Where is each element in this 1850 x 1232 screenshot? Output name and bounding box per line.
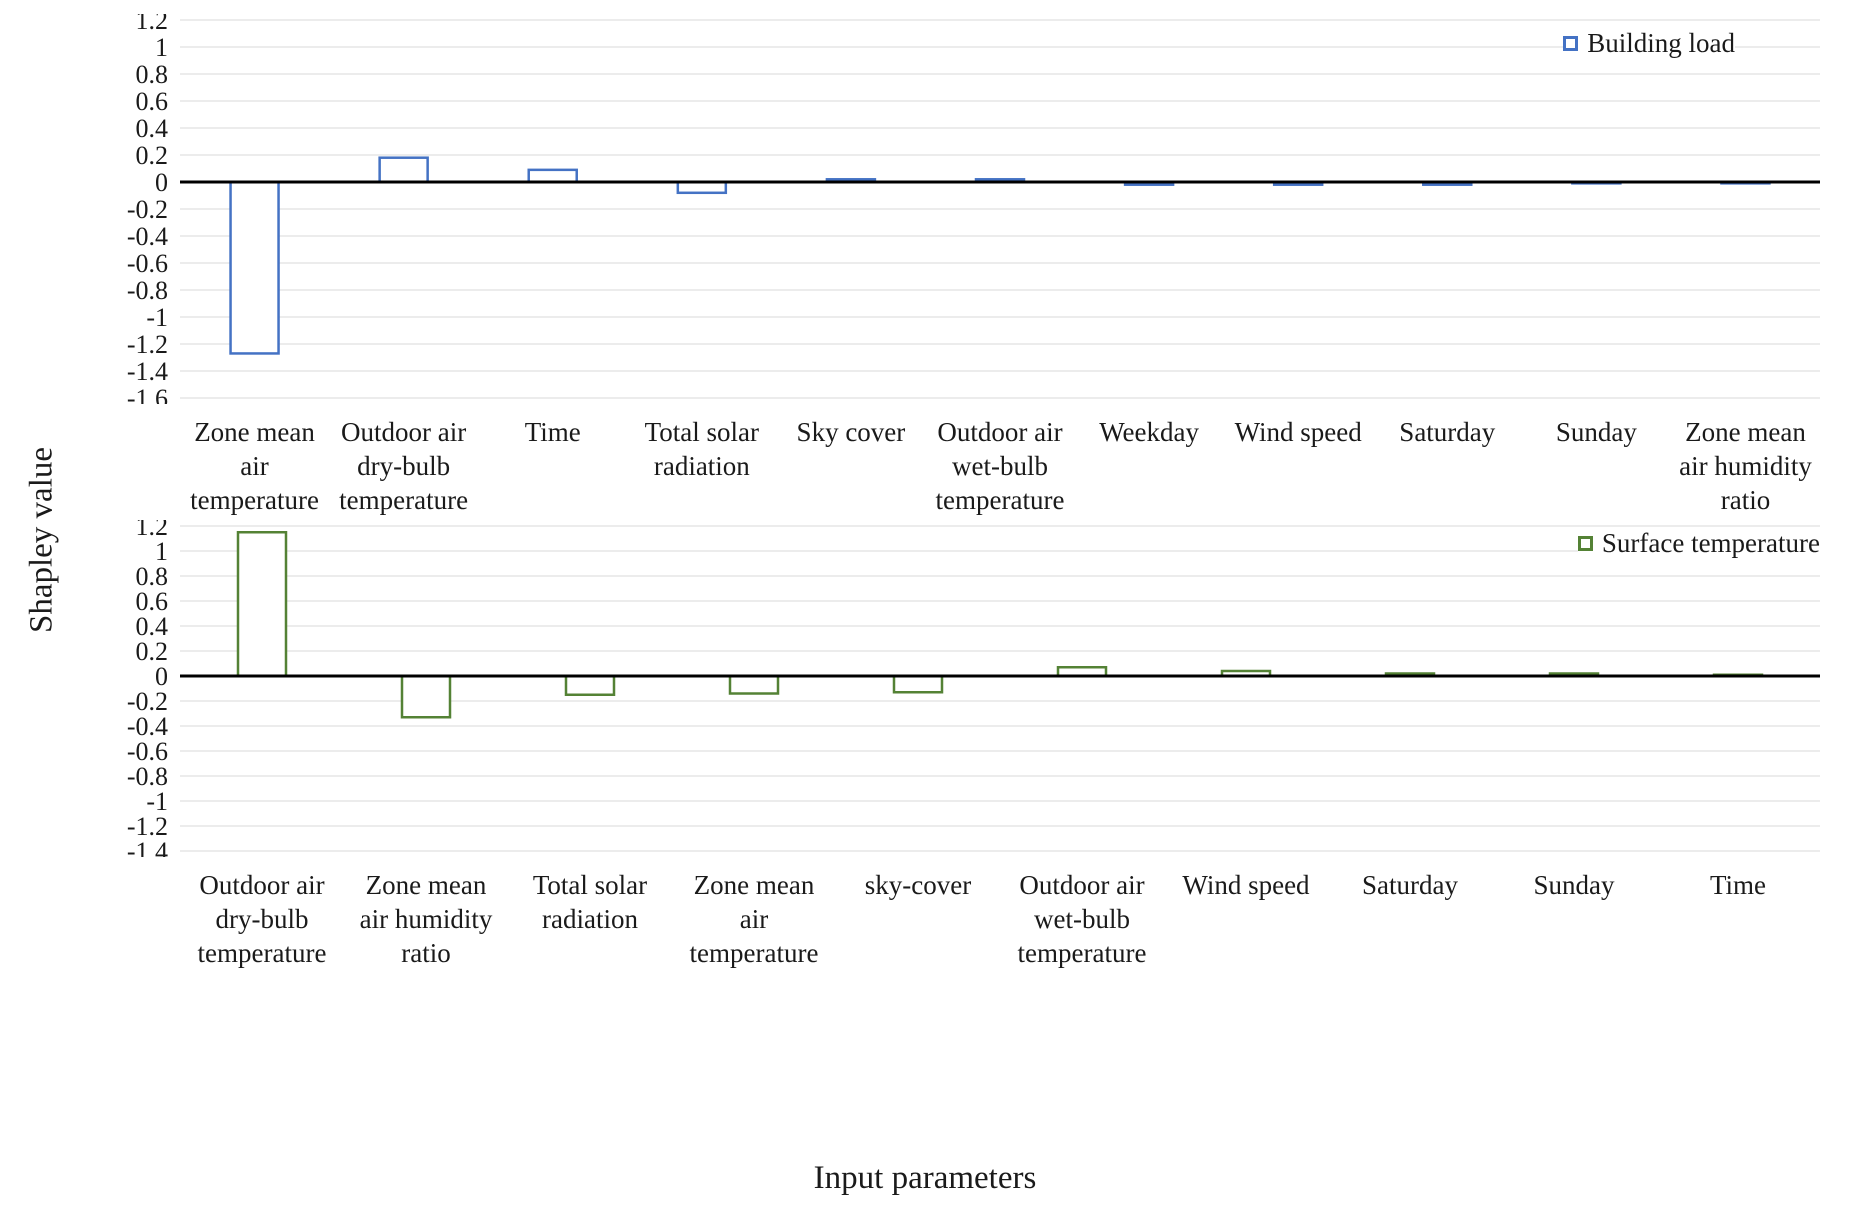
y-tick-label: -1.6 bbox=[127, 384, 168, 404]
bar bbox=[892, 674, 944, 694]
surface-temperature-legend-marker bbox=[1577, 536, 1593, 551]
x-axis-title: Input parameters bbox=[813, 1160, 1037, 1196]
y-tick-label: 0 bbox=[155, 662, 168, 691]
building-load-legend-label: Building load bbox=[1587, 28, 1735, 58]
y-tick-label: -1.2 bbox=[127, 812, 168, 841]
y-tick-label: 0 bbox=[155, 168, 168, 197]
category-label: sky-cover bbox=[864, 870, 972, 900]
bar bbox=[728, 674, 780, 695]
category-label: Total solar radiation bbox=[644, 417, 759, 481]
y-tick-label: 0.8 bbox=[136, 562, 169, 591]
building-load-legend: Building load bbox=[1563, 28, 1735, 59]
category-label: Saturday bbox=[1362, 870, 1458, 900]
category-label: Sunday bbox=[1533, 870, 1615, 900]
y-tick-label: -0.4 bbox=[127, 222, 168, 251]
bar bbox=[564, 674, 616, 696]
category-row: Outdoor air dry-bulb temperature Zone mea… bbox=[180, 868, 1820, 970]
category-row: Zone mean air temperature Outdoor air dry… bbox=[180, 415, 1820, 517]
category-label: Weekday bbox=[1099, 417, 1199, 447]
category-label: Zone mean air temperature bbox=[689, 870, 819, 968]
category-label: Outdoor air dry-bulb temperature bbox=[339, 417, 469, 515]
y-tick-label: -0.2 bbox=[127, 195, 168, 224]
y-tick-label: -0.8 bbox=[127, 276, 168, 305]
category-label: Zone mean air temperature bbox=[190, 417, 320, 515]
bar bbox=[229, 180, 280, 355]
surface-temperature-legend-label: Surface temperature bbox=[1601, 528, 1820, 558]
bar bbox=[378, 156, 429, 184]
y-tick-label: 1.2 bbox=[136, 14, 169, 35]
y-tick-label: -0.6 bbox=[127, 249, 168, 278]
bar bbox=[400, 674, 452, 719]
category-label: Total solar radiation bbox=[532, 870, 648, 934]
y-tick-label: 0.6 bbox=[136, 587, 169, 616]
bar bbox=[676, 180, 728, 195]
category-label: Outdoor air wet-bulb temperature bbox=[1017, 870, 1147, 968]
y-tick-label: 0.4 bbox=[136, 114, 169, 143]
y-tick-label: -0.6 bbox=[127, 737, 168, 766]
category-label: Wind speed bbox=[1234, 417, 1362, 447]
y-tick-label: 0.8 bbox=[136, 60, 169, 89]
y-tick-label: 0.2 bbox=[136, 637, 169, 666]
y-tick-label: 0.2 bbox=[136, 141, 169, 170]
bar bbox=[236, 531, 288, 678]
y-tick-label: -0.4 bbox=[127, 712, 168, 741]
category-label: Sky cover bbox=[796, 417, 906, 447]
y-tick-label: -1 bbox=[146, 787, 168, 816]
category-label: Time bbox=[1709, 870, 1767, 900]
y-tick-label: -1.4 bbox=[127, 357, 168, 386]
building-load-chart-svg: 1.210.80.60.40.20-0.2-0.4-0.6-0.8-1-1.2-… bbox=[127, 6, 1820, 413]
y-tick-label: -0.2 bbox=[127, 687, 168, 716]
y-tick-label: 0.6 bbox=[136, 87, 169, 116]
category-label: Outdoor air dry-bulb temperature bbox=[197, 870, 327, 968]
category-label: Zone mean air humidity ratio bbox=[359, 870, 493, 968]
y-tick-label: 0.4 bbox=[136, 612, 169, 641]
y-tick-label: -1.2 bbox=[127, 330, 168, 359]
y-tick-label: -1.4 bbox=[127, 837, 168, 857]
y-tick-label: 1 bbox=[155, 537, 168, 566]
y-tick-label: 1 bbox=[155, 33, 168, 62]
bar bbox=[527, 168, 578, 184]
category-label: Wind speed bbox=[1182, 870, 1310, 900]
category-label: Outdoor air wet-bulb temperature bbox=[935, 417, 1065, 515]
y-tick-label: -1 bbox=[146, 303, 168, 332]
surface-temperature-chart: 1.2 1 0.8 0.6 0.4 0.2 0 -0.2 -0.4 -0.6 -0.8 -1 -1.2-… bbox=[120, 512, 1820, 970]
category-label: Saturday bbox=[1399, 417, 1496, 447]
building-load-legend-marker bbox=[1563, 36, 1579, 51]
surface-temperature-chart-svg: 1.210.80.60.40.20-0.2-0.4-0.6-0.8-1-1.2-… bbox=[127, 512, 1820, 866]
y-tick-label: -0.8 bbox=[127, 762, 168, 791]
building-load-chart: 1.2 1 0.8 0.6 0.4 0.2 0 -0.2 -0.4 -0.6 -0.8 -1 -1.2-… bbox=[120, 6, 1820, 517]
y-axis-title: Shapley value bbox=[23, 446, 60, 634]
category-label: Time bbox=[524, 417, 581, 447]
category-label: Sunday bbox=[1555, 417, 1637, 447]
category-label: Zone mean air humidity ratio bbox=[1679, 417, 1812, 515]
surface-temperature-legend: Surface temperature bbox=[1577, 528, 1820, 559]
